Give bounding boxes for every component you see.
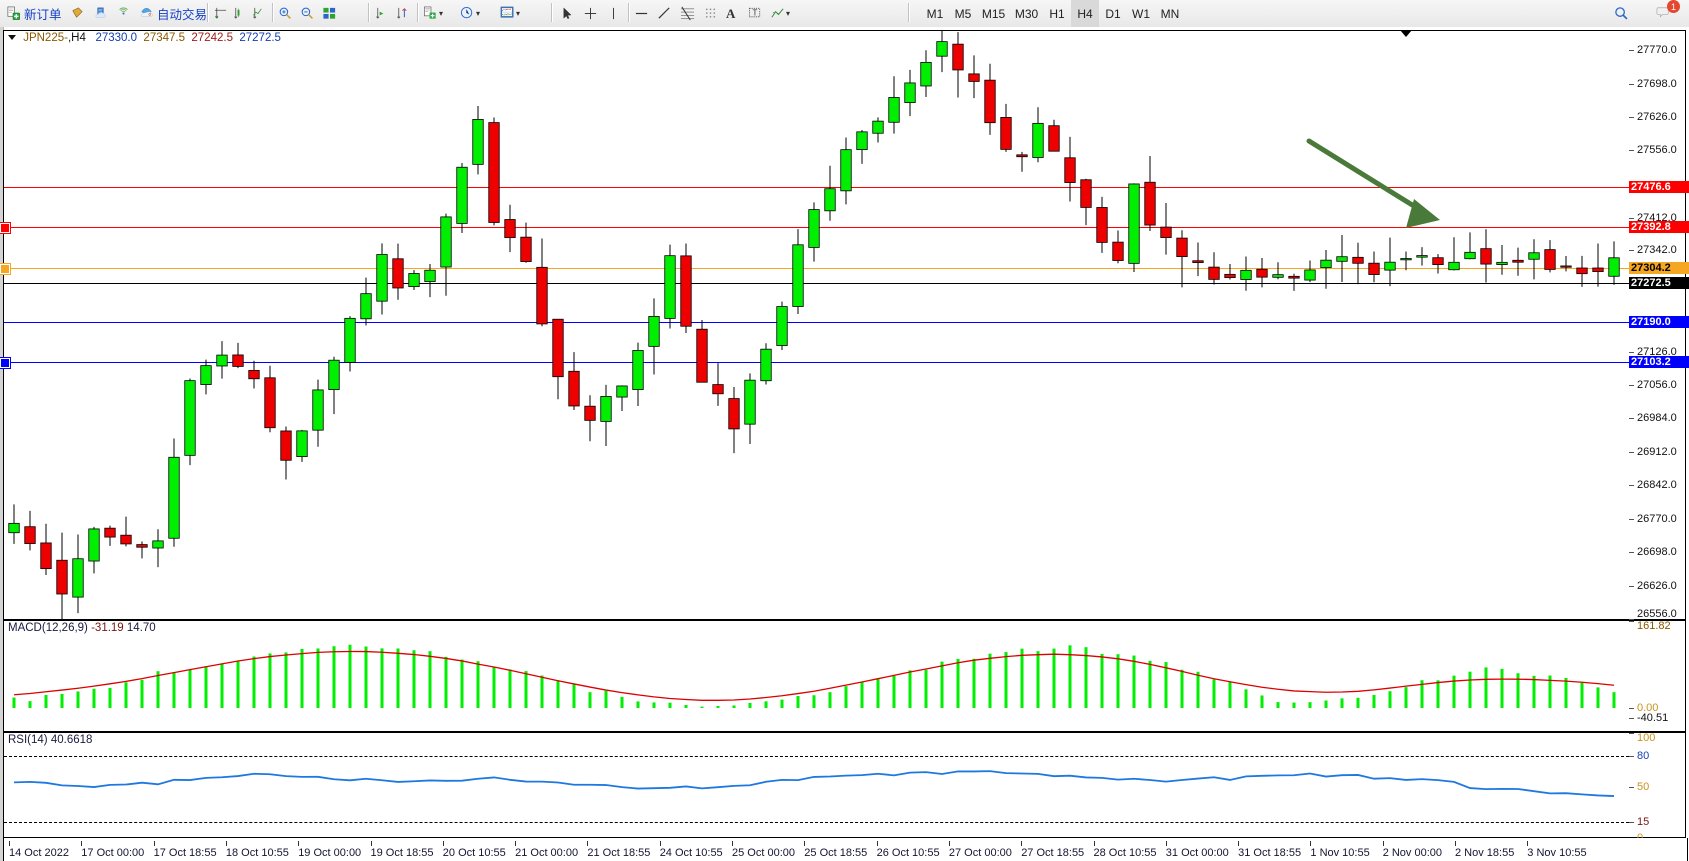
svg-text:T: T xyxy=(753,8,758,17)
